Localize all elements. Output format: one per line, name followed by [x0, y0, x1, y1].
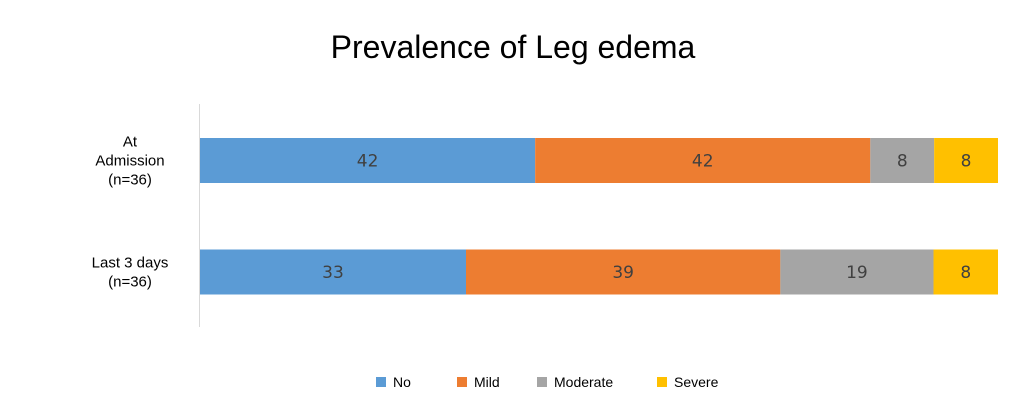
legend-label-severe: Severe	[674, 374, 719, 390]
bar-severe-2	[933, 249, 998, 295]
category-label-line: Admission	[95, 153, 164, 170]
legend: No Mild Moderate Severe	[376, 374, 719, 390]
data-label-mild-1: 42	[692, 152, 714, 172]
bars-group: 42 42 8 8 33 39 19 8	[200, 138, 998, 295]
category-label-line: Last 3 days	[92, 255, 169, 272]
data-label-severe-1: 8	[961, 152, 972, 172]
bar-moderate-1	[870, 138, 935, 183]
data-label-no-2: 33	[322, 263, 344, 283]
bar-mild-2	[466, 249, 781, 295]
bar-mild-1	[535, 138, 871, 183]
legend-swatch-moderate	[537, 377, 547, 387]
bar-no-1	[200, 138, 536, 183]
category-label-line: (n=36)	[108, 172, 152, 189]
data-label-mild-2: 39	[612, 263, 634, 283]
data-label-severe-2: 8	[960, 263, 971, 283]
bar-moderate-2	[780, 249, 934, 295]
legend-label-moderate: Moderate	[554, 374, 613, 390]
data-label-no-1: 42	[357, 152, 379, 172]
data-label-moderate-1: 8	[897, 152, 908, 172]
data-label-moderate-2: 19	[846, 263, 868, 283]
bar-severe-1	[934, 138, 998, 183]
bar-no-2	[200, 249, 466, 295]
category-label-1: At Admission (n=36)	[95, 134, 164, 189]
legend-label-mild: Mild	[474, 374, 500, 390]
category-label-line: (n=36)	[108, 274, 152, 291]
category-labels: At Admission (n=36) Last 3 days (n=36)	[92, 134, 169, 291]
legend-label-no: No	[393, 374, 411, 390]
legend-swatch-no	[376, 377, 386, 387]
legend-swatch-mild	[457, 377, 467, 387]
category-label-line: At	[123, 134, 138, 151]
chart-title: Prevalence of Leg edema	[331, 29, 696, 65]
legend-swatch-severe	[657, 377, 667, 387]
category-label-2: Last 3 days (n=36)	[92, 255, 169, 291]
